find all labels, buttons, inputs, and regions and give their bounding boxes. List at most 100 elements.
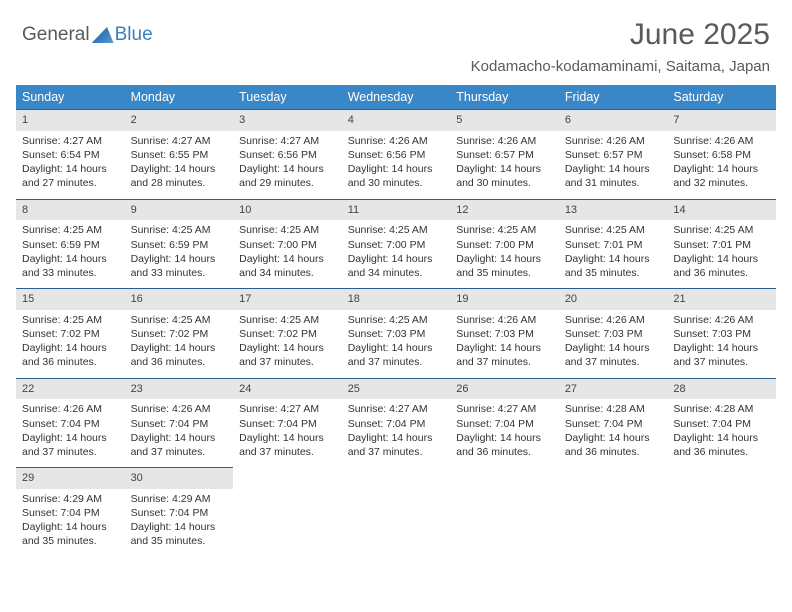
daylight-text: Daylight: 14 hours and 35 minutes.: [456, 252, 553, 280]
day-cell: [667, 467, 776, 557]
day-cell: 20Sunrise: 4:26 AMSunset: 7:03 PMDayligh…: [559, 288, 668, 378]
daylight-text: Daylight: 14 hours and 33 minutes.: [22, 252, 119, 280]
sunset-text: Sunset: 7:04 PM: [239, 417, 336, 431]
day-number: 9: [125, 199, 234, 221]
daylight-text: Daylight: 14 hours and 34 minutes.: [348, 252, 445, 280]
day-cell: 1Sunrise: 4:27 AMSunset: 6:54 PMDaylight…: [16, 109, 125, 199]
sunrise-text: Sunrise: 4:26 AM: [456, 313, 553, 327]
day-cell: 30 Sunrise: 4:29 AMSunset: 7:04 PMDayligh…: [125, 467, 234, 557]
sunset-text: Sunset: 7:04 PM: [131, 506, 228, 520]
daylight-text: Daylight: 14 hours and 36 minutes.: [22, 341, 119, 369]
day-cell: 12Sunrise: 4:25 AMSunset: 7:00 PMDayligh…: [450, 199, 559, 289]
sunrise-text: Sunrise: 4:26 AM: [131, 402, 228, 416]
sunset-text: Sunset: 6:57 PM: [565, 148, 662, 162]
sunset-text: Sunset: 6:55 PM: [131, 148, 228, 162]
day-cell: 4Sunrise: 4:26 AMSunset: 6:56 PMDaylight…: [342, 109, 451, 199]
daylight-text: Daylight: 14 hours and 37 minutes.: [456, 341, 553, 369]
daylight-text: Daylight: 14 hours and 32 minutes.: [673, 162, 770, 190]
day-cell: [233, 467, 342, 557]
sunrise-text: Sunrise: 4:26 AM: [348, 134, 445, 148]
daylight-text: Daylight: 14 hours and 37 minutes.: [565, 341, 662, 369]
day-number: 13: [559, 199, 668, 221]
sunset-text: Sunset: 7:04 PM: [456, 417, 553, 431]
sunset-text: Sunset: 6:59 PM: [131, 238, 228, 252]
daylight-text: Daylight: 14 hours and 30 minutes.: [348, 162, 445, 190]
sunrise-text: Sunrise: 4:25 AM: [131, 223, 228, 237]
sunrise-text: Sunrise: 4:25 AM: [131, 313, 228, 327]
day-cell: 15Sunrise: 4:25 AMSunset: 7:02 PMDayligh…: [16, 288, 125, 378]
day-number: 5: [450, 109, 559, 131]
day-header-thursday: Thursday: [450, 85, 559, 109]
daylight-text: Daylight: 14 hours and 36 minutes.: [131, 341, 228, 369]
sunset-text: Sunset: 7:01 PM: [673, 238, 770, 252]
sunset-text: Sunset: 6:56 PM: [348, 148, 445, 162]
calendar-table: Sunday Monday Tuesday Wednesday Thursday…: [16, 85, 776, 557]
day-header-friday: Friday: [559, 85, 668, 109]
page-title: June 2025: [471, 18, 770, 52]
sunrise-text: Sunrise: 4:29 AM: [131, 492, 228, 506]
week-row: 1 Sunrise: 4:27 AM Sunset: 6:54 PM Daylight…: [16, 109, 776, 199]
day-number: 19: [450, 288, 559, 310]
sunrise-text: Sunrise: 4:25 AM: [348, 223, 445, 237]
sunset-text: Sunset: 6:54 PM: [22, 148, 119, 162]
daylight-text: Daylight: 14 hours and 33 minutes.: [131, 252, 228, 280]
sunrise-text: Sunrise: 4:27 AM: [348, 402, 445, 416]
day-number: 10: [233, 199, 342, 221]
day-number: 16: [125, 288, 234, 310]
day-number: 23: [125, 378, 234, 400]
day-number: 6: [559, 109, 668, 131]
day-number: 21: [667, 288, 776, 310]
sunset-text: Sunset: 7:03 PM: [673, 327, 770, 341]
week-row: 8Sunrise: 4:25 AMSunset: 6:59 PMDaylight…: [16, 199, 776, 289]
day-cell: [450, 467, 559, 557]
day-number: 1: [16, 109, 125, 131]
sunset-text: Sunset: 7:04 PM: [348, 417, 445, 431]
sunrise-text: Sunrise: 4:27 AM: [239, 134, 336, 148]
daylight-text: Daylight: 14 hours and 34 minutes.: [239, 252, 336, 280]
daylight-text: Daylight: 14 hours and 37 minutes.: [22, 431, 119, 459]
sunset-text: Sunset: 6:58 PM: [673, 148, 770, 162]
day-cell: 24Sunrise: 4:27 AMSunset: 7:04 PMDayligh…: [233, 378, 342, 468]
daylight-text: Daylight: 14 hours and 37 minutes.: [673, 341, 770, 369]
day-cell: 19Sunrise: 4:26 AMSunset: 7:03 PMDayligh…: [450, 288, 559, 378]
header: General Blue June 2025 Kodamacho-kodamam…: [0, 0, 792, 75]
day-header-row: Sunday Monday Tuesday Wednesday Thursday…: [16, 85, 776, 109]
sunrise-text: Sunrise: 4:25 AM: [22, 223, 119, 237]
sunset-text: Sunset: 7:04 PM: [22, 417, 119, 431]
day-number: 26: [450, 378, 559, 400]
week-row: 15Sunrise: 4:25 AMSunset: 7:02 PMDayligh…: [16, 288, 776, 378]
day-number: 29: [16, 467, 125, 489]
day-cell: 14Sunrise: 4:25 AMSunset: 7:01 PMDayligh…: [667, 199, 776, 289]
day-cell: 10Sunrise: 4:25 AMSunset: 7:00 PMDayligh…: [233, 199, 342, 289]
day-cell: [342, 467, 451, 557]
day-header-sunday: Sunday: [16, 85, 125, 109]
sunrise-text: Sunrise: 4:25 AM: [565, 223, 662, 237]
day-number: 12: [450, 199, 559, 221]
day-header-saturday: Saturday: [667, 85, 776, 109]
logo: General Blue: [22, 24, 153, 46]
week-row: 22Sunrise: 4:26 AMSunset: 7:04 PMDayligh…: [16, 378, 776, 468]
sunset-text: Sunset: 7:04 PM: [673, 417, 770, 431]
sunrise-text: Sunrise: 4:25 AM: [239, 313, 336, 327]
day-cell: 7Sunrise: 4:26 AMSunset: 6:58 PMDaylight…: [667, 109, 776, 199]
day-cell: 6Sunrise: 4:26 AMSunset: 6:57 PMDaylight…: [559, 109, 668, 199]
day-cell: 13Sunrise: 4:25 AMSunset: 7:01 PMDayligh…: [559, 199, 668, 289]
day-number: 30: [125, 467, 234, 489]
week-row: 29 Sunrise: 4:29 AMSunset: 7:04 PMDayligh…: [16, 467, 776, 557]
sunset-text: Sunset: 6:59 PM: [22, 238, 119, 252]
logo-text-general: General: [22, 24, 90, 46]
day-header-tuesday: Tuesday: [233, 85, 342, 109]
day-number: 18: [342, 288, 451, 310]
day-number: 28: [667, 378, 776, 400]
day-number: 3: [233, 109, 342, 131]
day-cell: [559, 467, 668, 557]
daylight-text: Daylight: 14 hours and 31 minutes.: [565, 162, 662, 190]
daylight-text: Daylight: 14 hours and 28 minutes.: [131, 162, 228, 190]
daylight-text: Daylight: 14 hours and 35 minutes.: [131, 520, 228, 548]
day-number: 17: [233, 288, 342, 310]
sunrise-text: Sunrise: 4:27 AM: [131, 134, 228, 148]
day-number: 27: [559, 378, 668, 400]
day-cell: 27Sunrise: 4:28 AMSunset: 7:04 PMDayligh…: [559, 378, 668, 468]
title-block: June 2025 Kodamacho-kodamaminami, Saitam…: [471, 18, 770, 75]
sunrise-text: Sunrise: 4:26 AM: [456, 134, 553, 148]
